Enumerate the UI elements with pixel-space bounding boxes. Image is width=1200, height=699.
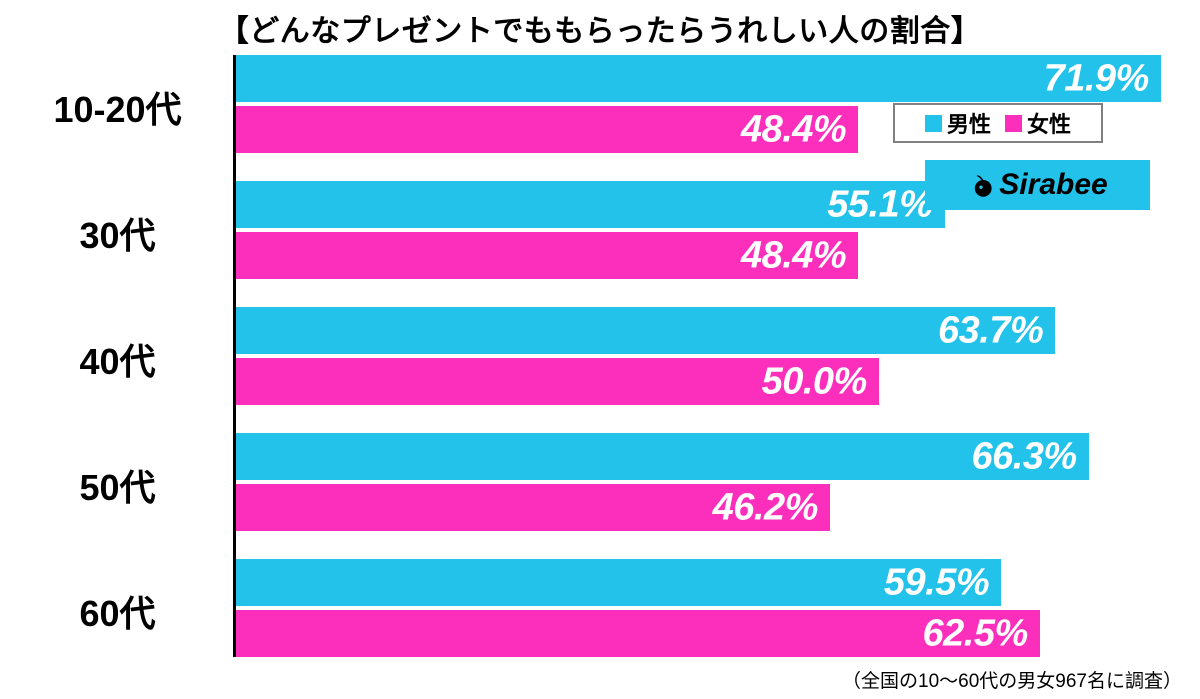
- footnote: （全国の10〜60代の男女967名に調査）: [842, 666, 1182, 693]
- y-axis-line: [233, 55, 236, 657]
- legend: 男性 女性: [893, 103, 1103, 143]
- bar-value-label: 48.4%: [741, 108, 846, 151]
- bar-value-label: 63.7%: [938, 309, 1043, 352]
- bar-female: 62.5%: [235, 610, 1040, 657]
- legend-swatch-male: [925, 115, 942, 132]
- brand-text: Sirabee: [999, 168, 1107, 202]
- category-label: 50代: [0, 459, 235, 511]
- brand-icon: [967, 171, 995, 199]
- bar-value-label: 66.3%: [971, 435, 1076, 478]
- bar-male: 59.5%: [235, 559, 1001, 606]
- bar-female: 48.4%: [235, 106, 858, 153]
- bar-value-label: 71.9%: [1044, 57, 1149, 100]
- bar-value-label: 48.4%: [741, 234, 846, 277]
- bar-value-label: 55.1%: [827, 183, 932, 226]
- legend-label-female: 女性: [1027, 107, 1071, 139]
- legend-item-female: 女性: [1005, 107, 1071, 139]
- brand-badge: Sirabee: [925, 160, 1150, 210]
- bar-group: 40代 63.7% 50.0%: [0, 307, 1200, 405]
- legend-swatch-female: [1005, 115, 1022, 132]
- bar-female: 48.4%: [235, 232, 858, 279]
- legend-label-male: 男性: [947, 107, 991, 139]
- category-label: 40代: [0, 333, 235, 385]
- bar-female: 46.2%: [235, 484, 830, 531]
- bar-value-label: 50.0%: [762, 360, 867, 403]
- category-label: 10-20代: [0, 81, 235, 133]
- legend-item-male: 男性: [925, 107, 991, 139]
- chart-root: 【どんなプレゼントでももらったらうれしい人の割合】 10-20代 71.9% 48.…: [0, 0, 1200, 699]
- bar-male: 55.1%: [235, 181, 945, 228]
- bar-male: 71.9%: [235, 55, 1161, 102]
- bar-value-label: 59.5%: [884, 561, 989, 604]
- bar-group: 50代 66.3% 46.2%: [0, 433, 1200, 531]
- bar-female: 50.0%: [235, 358, 879, 405]
- bar-value-label: 46.2%: [713, 486, 818, 529]
- bar-value-label: 62.5%: [923, 612, 1028, 655]
- bar-male: 63.7%: [235, 307, 1055, 354]
- chart-title: 【どんなプレゼントでももらったらうれしい人の割合】: [0, 6, 1200, 50]
- bar-male: 66.3%: [235, 433, 1089, 480]
- category-label: 60代: [0, 585, 235, 637]
- category-label: 30代: [0, 207, 235, 259]
- bar-group: 60代 59.5% 62.5%: [0, 559, 1200, 657]
